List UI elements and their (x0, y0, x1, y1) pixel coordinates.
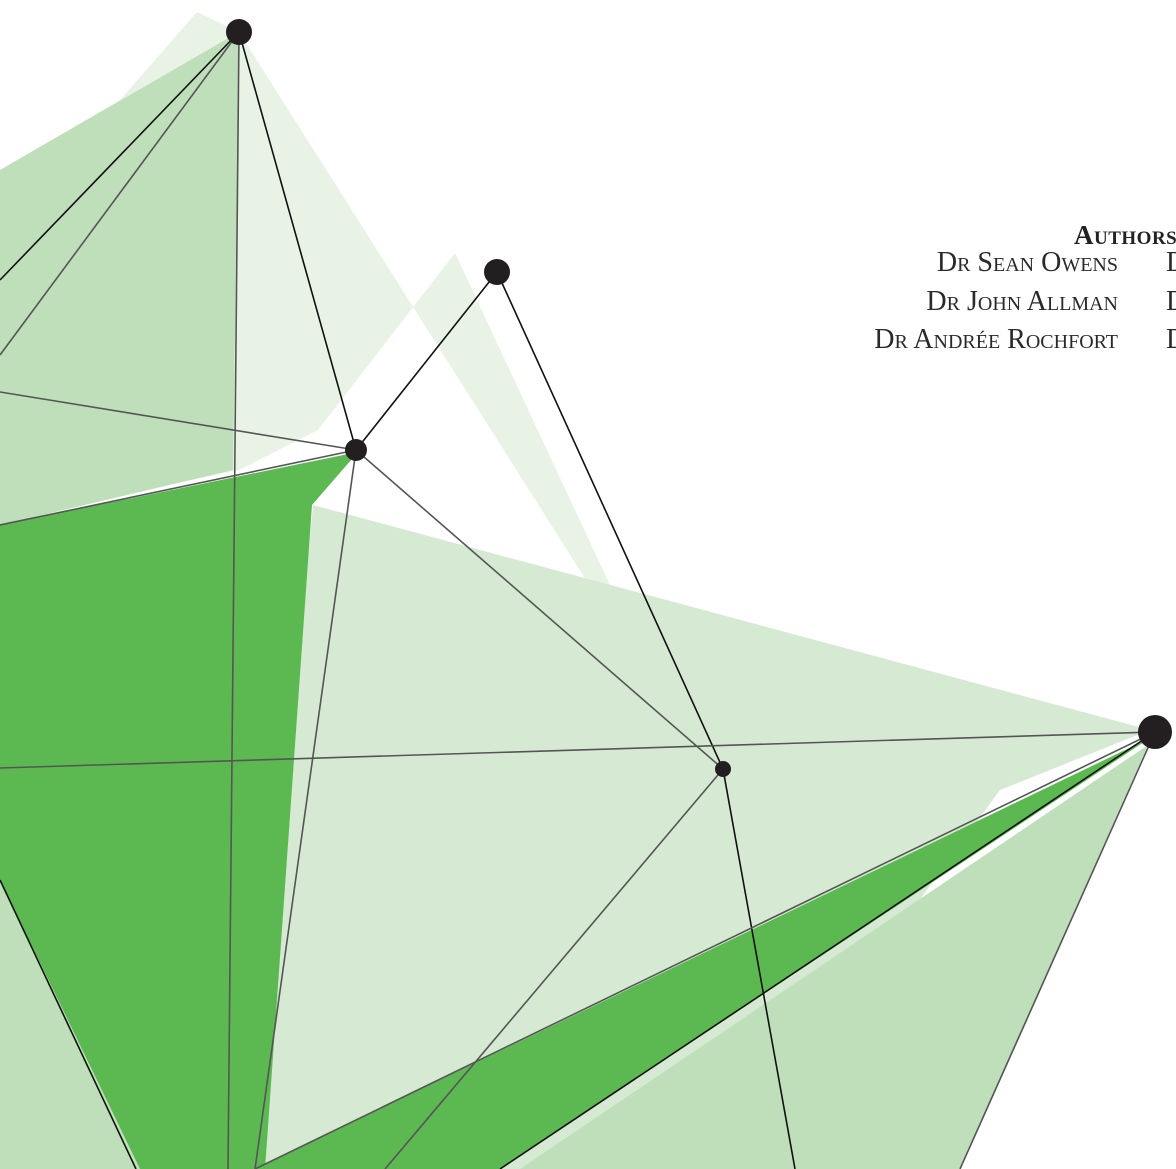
author-name: D (1166, 321, 1176, 360)
author-name: D (1166, 244, 1176, 283)
author-name: Dr Sean Owens (936, 247, 1118, 278)
authors-heading: Authors (1074, 220, 1176, 250)
author-list-second: D D D (1166, 244, 1176, 360)
author-name: Dr Andrée Rochfort (874, 324, 1118, 355)
author-name: Dr John Allman (926, 285, 1118, 317)
author-name: D (1166, 283, 1176, 322)
author-list: Dr Sean Owens Dr John Allman Dr Andrée R… (874, 244, 1118, 360)
